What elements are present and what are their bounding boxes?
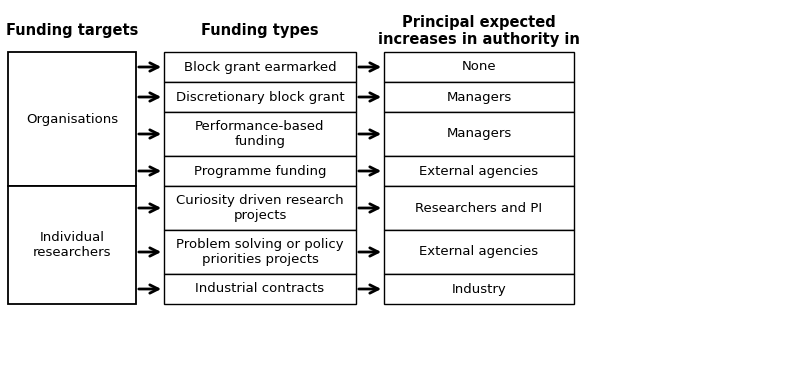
Text: External agencies: External agencies: [419, 165, 538, 177]
Text: Organisations: Organisations: [26, 112, 118, 126]
Text: Managers: Managers: [446, 127, 511, 141]
Text: Funding targets: Funding targets: [6, 23, 138, 38]
Bar: [164, 112, 356, 156]
Text: Managers: Managers: [446, 91, 511, 104]
Bar: [8, 52, 136, 186]
Text: Principal expected
increases in authority in: Principal expected increases in authorit…: [378, 15, 580, 47]
Bar: [164, 230, 356, 274]
Bar: [384, 52, 574, 82]
Bar: [384, 82, 574, 112]
Bar: [384, 230, 574, 274]
Bar: [164, 52, 356, 82]
Text: Block grant earmarked: Block grant earmarked: [184, 61, 336, 73]
Bar: [384, 186, 574, 230]
Text: Performance-based
funding: Performance-based funding: [195, 120, 325, 148]
Text: Curiosity driven research
projects: Curiosity driven research projects: [177, 194, 344, 222]
Text: None: None: [462, 61, 496, 73]
Text: Discretionary block grant: Discretionary block grant: [176, 91, 344, 104]
Bar: [384, 156, 574, 186]
Bar: [164, 186, 356, 230]
Bar: [384, 274, 574, 304]
Text: Programme funding: Programme funding: [194, 165, 326, 177]
Text: Researchers and PI: Researchers and PI: [415, 201, 543, 215]
Bar: [384, 112, 574, 156]
Bar: [8, 186, 136, 304]
Text: Problem solving or policy
priorities projects: Problem solving or policy priorities pro…: [177, 238, 344, 266]
Text: Funding types: Funding types: [201, 23, 319, 38]
Bar: [164, 274, 356, 304]
Text: Individual
researchers: Individual researchers: [33, 231, 111, 259]
Text: External agencies: External agencies: [419, 246, 538, 258]
Text: Industrial contracts: Industrial contracts: [195, 283, 325, 296]
Text: Industry: Industry: [452, 283, 507, 296]
Bar: [164, 82, 356, 112]
Bar: [164, 156, 356, 186]
